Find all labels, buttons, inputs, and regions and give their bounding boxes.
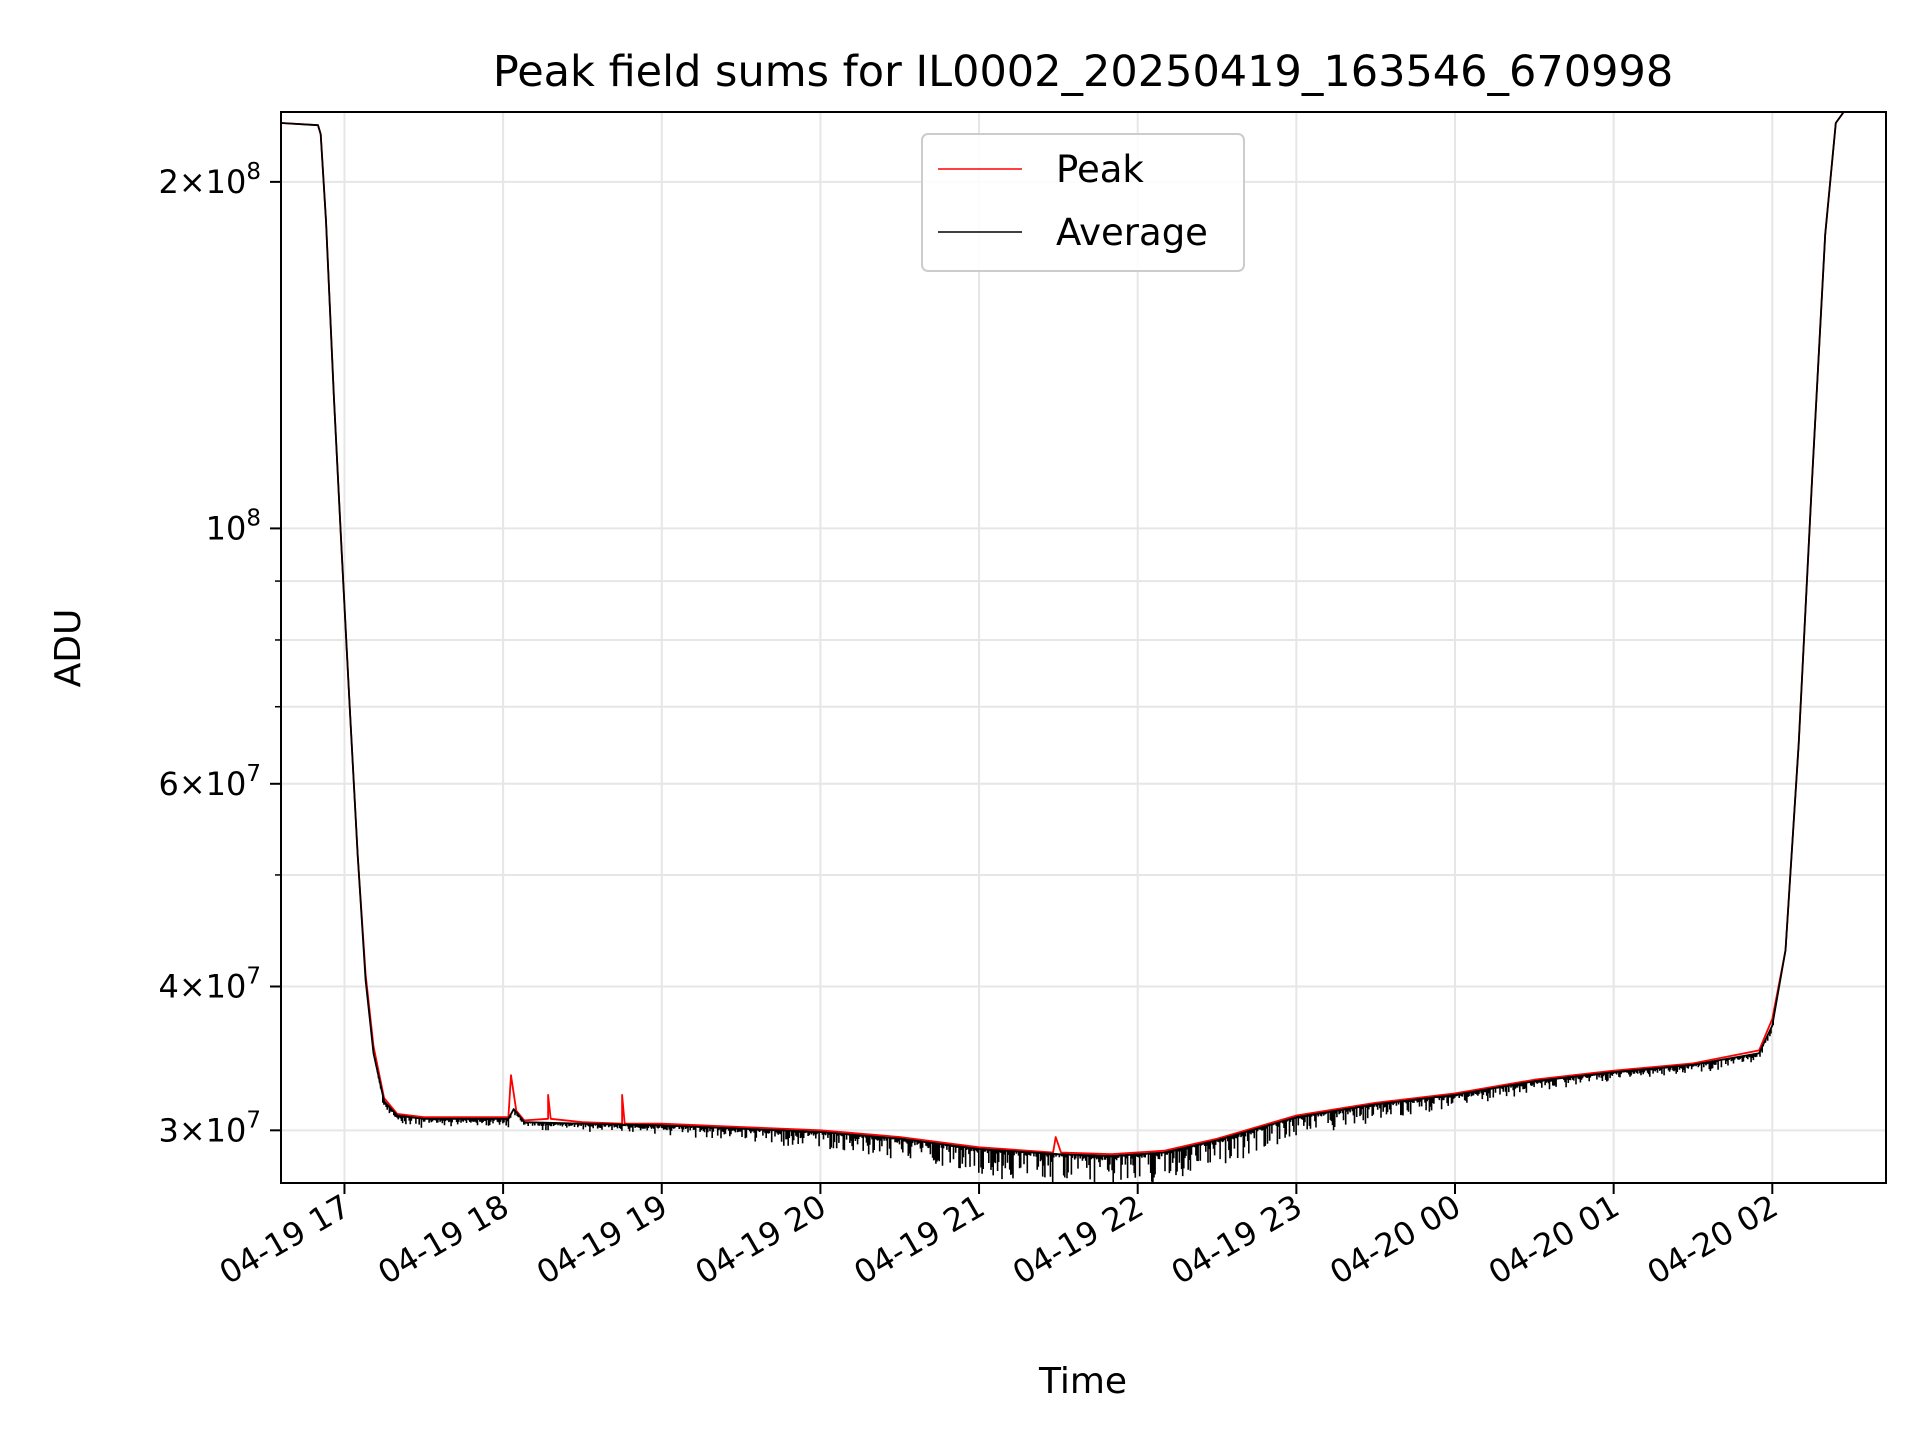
plot-frame [280,111,1887,1184]
chart-title: Peak field sums for IL0002_20250419_1635… [493,47,1673,97]
series-lines [281,112,1845,1157]
legend-label-peak: Peak [1056,148,1144,191]
y-axis-ticks: 3×107 4×107 6×107 108 2×108 [158,159,281,1149]
y-tick-label: 6×107 [158,761,261,803]
y-tick-label: 3×107 [158,1107,261,1149]
y-tick-label: 2×108 [158,159,261,201]
x-axis-label: Time [1038,1361,1127,1402]
y-axis-label: ADU [48,609,89,688]
legend: Peak Average [921,133,1245,272]
y-tick-label: 108 [206,505,261,547]
legend-label-average: Average [1056,211,1208,254]
series-line-average [281,112,1845,1157]
y-tick-label: 4×107 [158,964,261,1006]
